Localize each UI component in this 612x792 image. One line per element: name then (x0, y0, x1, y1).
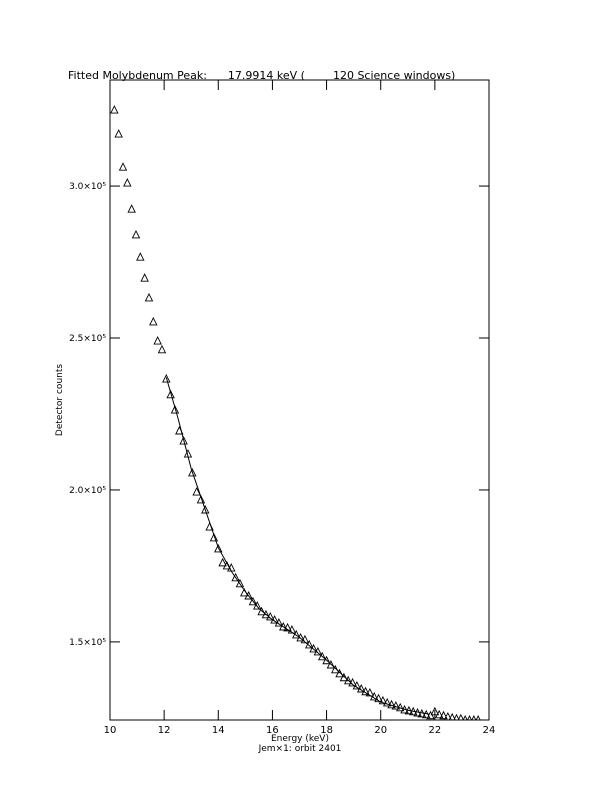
data-point (287, 625, 297, 634)
data-point (127, 204, 136, 213)
x-axis-sublabel: Jem×1: orbit 2401 (258, 744, 342, 754)
data-point (136, 252, 145, 261)
data-point (448, 712, 456, 720)
data-point (244, 591, 253, 600)
x-tick-label: 20 (374, 725, 387, 736)
data-point (331, 664, 340, 674)
data-point (309, 643, 318, 653)
x-tick-label: 10 (104, 725, 117, 736)
data-point (253, 601, 262, 610)
fit-line (165, 377, 430, 715)
data-point (248, 596, 258, 606)
chart-title: Fitted Molybdenum Peak: 17.9914 keV ( 12… (68, 69, 455, 82)
data-point (453, 713, 460, 720)
data-point (261, 609, 271, 619)
y-tick-label: 2.0×10⁵ (69, 486, 106, 496)
data-point (322, 655, 331, 665)
data-point (439, 710, 448, 720)
data-point (391, 701, 401, 710)
data-point (300, 634, 310, 644)
data-point (192, 487, 201, 496)
data-point (188, 467, 197, 477)
data-point (157, 344, 167, 354)
x-tick-label: 14 (212, 725, 225, 736)
data-point (114, 129, 123, 138)
data-point (118, 162, 128, 171)
data-point (131, 229, 141, 239)
data-point (434, 709, 444, 719)
x-tick-label: 12 (158, 725, 171, 736)
data-point (201, 505, 210, 514)
data-point (170, 405, 180, 414)
data-point (166, 389, 175, 399)
plot-area (110, 105, 481, 720)
data-point (462, 714, 468, 720)
y-axis-label: Detector counts (55, 364, 65, 436)
data-point (457, 713, 464, 720)
data-point (471, 714, 477, 720)
y-tick-label: 2.5×10⁵ (69, 334, 106, 344)
data-point (382, 697, 392, 707)
data-point (257, 606, 266, 616)
data-point (352, 680, 362, 690)
data-point (214, 543, 223, 553)
x-tick-label: 22 (428, 725, 441, 736)
data-point (426, 710, 435, 720)
data-point (378, 695, 388, 705)
data-point (123, 178, 132, 187)
x-tick-label: 18 (320, 725, 333, 736)
data-point (443, 711, 452, 720)
data-point (231, 572, 240, 582)
data-point (318, 651, 327, 661)
data-point (218, 557, 227, 567)
data-point (430, 706, 440, 716)
plot-frame (109, 79, 490, 721)
data-point (235, 578, 245, 588)
data-point (110, 105, 119, 114)
data-point (209, 532, 219, 542)
x-axis-label: Energy (keV) (271, 734, 329, 744)
x-tick-label: 16 (266, 725, 279, 736)
data-point (279, 622, 288, 631)
y-tick-label: 1.5×10⁵ (69, 638, 106, 648)
data-point (140, 273, 149, 282)
data-point (283, 622, 292, 632)
data-point (475, 714, 481, 720)
data-point (179, 436, 188, 445)
data-point (149, 316, 158, 326)
x-tick-label: 24 (483, 725, 496, 736)
data-point (335, 668, 344, 678)
data-point (144, 292, 154, 302)
data-point (344, 675, 353, 685)
data-point (467, 714, 473, 720)
data-point (305, 639, 314, 649)
y-tick-label: 3.0×10⁵ (69, 182, 106, 192)
data-point (153, 336, 162, 345)
data-point (162, 374, 171, 383)
data-point (196, 494, 206, 504)
data-point (326, 659, 336, 669)
data-point (374, 693, 383, 703)
